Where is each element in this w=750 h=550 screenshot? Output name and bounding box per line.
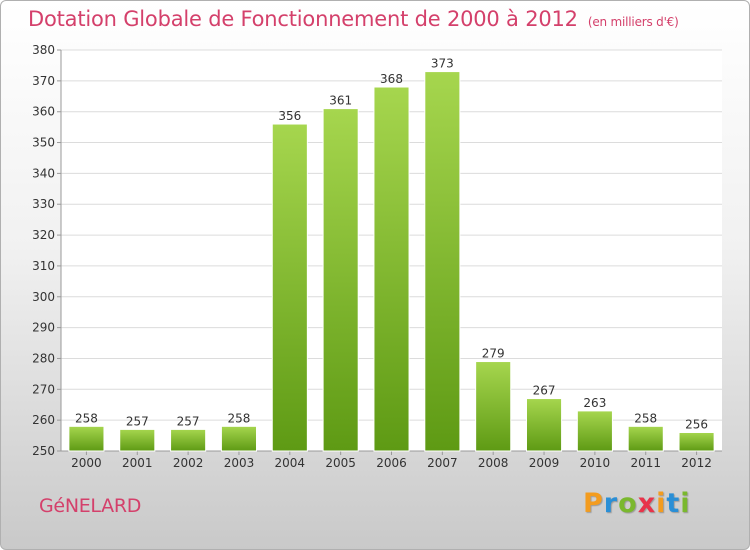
data-label-2006: 368: [380, 72, 403, 86]
logo-letter: o: [618, 488, 638, 519]
data-label-2010: 263: [583, 396, 606, 410]
data-label-2002: 257: [177, 414, 200, 428]
bar-2012: [678, 431, 715, 452]
x-tick-label-2004: 2004: [275, 456, 306, 470]
data-label-2011: 258: [634, 411, 657, 425]
x-tick-label-2008: 2008: [478, 456, 509, 470]
data-label-2004: 356: [278, 109, 301, 123]
x-tick-label-2005: 2005: [325, 456, 356, 470]
data-label-2003: 258: [228, 411, 251, 425]
logo-letter: P: [583, 488, 604, 519]
x-tick-label-2000: 2000: [71, 456, 102, 470]
chart-title: Dotation Globale de Fonctionnement de 20…: [28, 7, 679, 31]
x-tick-label-2009: 2009: [529, 456, 560, 470]
data-label-2001: 257: [126, 414, 149, 428]
y-tick-label: 270: [32, 382, 55, 396]
x-tick-label-2003: 2003: [224, 456, 255, 470]
labels: 250 260 270 280 290 300 310 320 330 340 350 360 370 3…: [32, 43, 712, 470]
y-tick-label: 280: [32, 351, 55, 365]
logo-letter: i: [680, 488, 691, 519]
logo-letter: x: [637, 488, 657, 519]
bar-2001: [119, 428, 156, 452]
data-label-2008: 279: [482, 347, 505, 361]
y-tick-label: 350: [32, 136, 55, 150]
bar-2005: [322, 108, 359, 452]
y-tick-label: 260: [32, 413, 55, 427]
logo-letter: t: [666, 488, 681, 519]
y-tick-label: 360: [32, 105, 55, 119]
logo-letter: i: [656, 488, 667, 519]
y-tick-label: 310: [32, 259, 55, 273]
bar-2010: [576, 410, 613, 452]
y-tick-label: 250: [32, 444, 55, 458]
data-label-2000: 258: [75, 411, 98, 425]
bar-2004: [271, 123, 308, 452]
bar-2000: [68, 425, 105, 452]
bar-2009: [525, 398, 563, 452]
data-label-2012: 256: [685, 417, 708, 431]
x-tick-label-2002: 2002: [173, 456, 204, 470]
y-tick-label: 300: [32, 290, 55, 304]
bar-2007: [424, 71, 461, 452]
x-tick-label-2006: 2006: [376, 456, 407, 470]
bar-2011: [627, 425, 664, 452]
x-tick-label-2001: 2001: [122, 456, 153, 470]
y-tick-label: 370: [32, 74, 55, 88]
bar-2002: [170, 428, 207, 452]
x-tick-label-2010: 2010: [580, 456, 611, 470]
y-tick-label: 340: [32, 166, 55, 180]
y-tick-label: 320: [32, 228, 55, 242]
bar-2008: [475, 361, 512, 452]
x-tick-label-2012: 2012: [681, 456, 712, 470]
bars: [68, 71, 715, 452]
x-tick-label-2011: 2011: [630, 456, 661, 470]
data-label-2007: 373: [431, 57, 454, 71]
commune-name: GéNELARD: [39, 495, 142, 517]
chart-unit: (en milliers d'€): [587, 15, 679, 29]
logo-letter: r: [603, 488, 619, 519]
chart-title-text: Dotation Globale de Fonctionnement de 20…: [28, 7, 578, 31]
bar-2003: [220, 425, 258, 452]
bar-2006: [373, 86, 410, 452]
y-tick-label: 380: [32, 43, 55, 57]
data-label-2005: 361: [329, 94, 352, 108]
y-tick-label: 330: [32, 197, 55, 211]
x-tick-label-2007: 2007: [427, 456, 458, 470]
data-label-2009: 267: [533, 384, 556, 398]
y-tick-label: 290: [32, 321, 55, 335]
proxiti-logo: Proxiti: [583, 488, 691, 519]
